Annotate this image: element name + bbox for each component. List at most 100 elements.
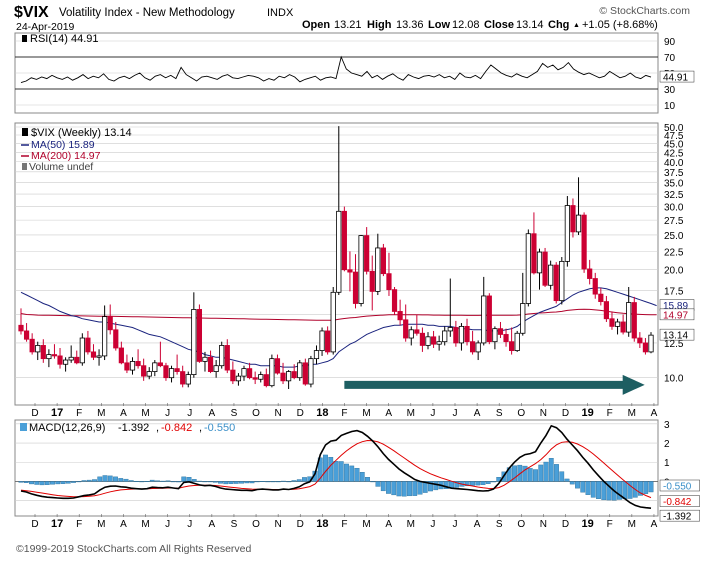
ma200-line xyxy=(20,308,657,321)
price-xtick-8: A xyxy=(209,408,216,419)
price-xtick-17: M xyxy=(407,408,415,419)
low-value: 12.08 xyxy=(452,19,480,31)
macd-hist-bar-13 xyxy=(86,479,92,482)
price-tick-4: 20.0 xyxy=(664,266,684,277)
close-label: Close xyxy=(484,19,514,31)
ma50-line xyxy=(20,287,657,368)
candle-body-73 xyxy=(425,336,431,346)
chg-value: +1.05 (+8.68%) xyxy=(582,19,658,31)
rsi-legend-swatch xyxy=(22,35,27,42)
macd-xtick-17: M xyxy=(407,519,415,530)
macd-hist-bar-116 xyxy=(627,481,633,499)
macd-hist-bar-88 xyxy=(480,481,486,485)
macd-hist-bar-18 xyxy=(113,476,118,482)
macd-hist-bar-5 xyxy=(44,481,50,485)
macd-hist-bar-12 xyxy=(81,480,87,482)
candle-body-97 xyxy=(559,260,565,302)
candle-body-46 xyxy=(274,358,281,374)
open-value: 13.21 xyxy=(334,19,362,31)
candle-body-107 xyxy=(614,321,621,327)
macd-xtick-4: A xyxy=(120,519,127,530)
macd-hist-bar-105 xyxy=(569,481,575,485)
macd-xtick-12: D xyxy=(297,519,304,530)
chg-label: Chg xyxy=(548,19,569,31)
macd-hist-bar-83 xyxy=(454,481,460,488)
candle-body-86 xyxy=(497,328,504,335)
copyright: ©1999-2019 StockCharts.com All Rights Re… xyxy=(16,543,252,555)
candle-body-57 xyxy=(336,210,342,293)
candle-body-68 xyxy=(397,311,403,321)
macd-xtick-28: A xyxy=(651,519,658,530)
volume-legend-swatch xyxy=(22,163,27,170)
macd-line xyxy=(20,424,652,509)
macd-xtick-23: N xyxy=(540,519,547,530)
candle-body-72 xyxy=(419,332,426,346)
macd-legend-signal: -0.842 xyxy=(161,422,192,434)
macd-xtick-6: J xyxy=(165,519,170,530)
macd-xtick-3: M xyxy=(97,519,105,530)
price-legend-symbol: $VIX (Weekly) 13.14 xyxy=(31,127,132,139)
candle-body-74 xyxy=(430,336,437,345)
rsi-last-label: 44.91 xyxy=(663,73,688,84)
candle-body-56 xyxy=(330,291,336,353)
macd-hist-bar-62 xyxy=(344,463,349,482)
macd-hist-bar-96 xyxy=(522,465,528,482)
close-value: 13.14 xyxy=(516,19,544,31)
macd-last-label-1: -0.842 xyxy=(663,497,692,508)
price-xtick-21: S xyxy=(496,408,503,419)
macd-hist-bar-102 xyxy=(554,464,559,482)
price-tick-1: 12.5 xyxy=(664,339,684,350)
macd-hist-bar-0 xyxy=(18,481,24,483)
macd-hist-bar-79 xyxy=(433,481,439,491)
macd-hist-bar-63 xyxy=(349,465,355,482)
candle-body-70 xyxy=(408,329,414,339)
macd-hist-bar-44 xyxy=(249,481,255,484)
macd-hist-bar-71 xyxy=(391,481,397,496)
candle-body-104 xyxy=(598,293,604,302)
candle-body-91 xyxy=(525,233,531,304)
trend-arrow-head xyxy=(622,374,645,395)
price-xtick-22: O xyxy=(517,408,525,419)
macd-hist-bar-25 xyxy=(149,479,155,482)
macd-hist-bar-77 xyxy=(422,481,428,493)
price-xtick-11: N xyxy=(275,408,282,419)
price-tag-2: 13.14 xyxy=(663,331,688,342)
price-tick-7: 27.5 xyxy=(664,216,684,227)
candle-body-32 xyxy=(196,309,203,362)
candle-body-4 xyxy=(40,345,46,360)
watermark: © StockCharts.com xyxy=(599,5,690,17)
macd-panel xyxy=(14,419,659,517)
macd-xtick-15: M xyxy=(362,519,370,530)
macd-hist-bar-66 xyxy=(365,477,370,482)
macd-legend: MACD(12,26,9) -1.392 , -0.842 , -0.550 xyxy=(20,422,235,434)
candle-body-98 xyxy=(564,205,570,262)
candle-body-83 xyxy=(481,295,487,344)
candle-body-19 xyxy=(124,362,130,371)
candle-body-85 xyxy=(492,328,498,343)
price-xtick-27: M xyxy=(628,408,636,419)
macd-hist-bar-14 xyxy=(92,479,97,482)
macd-hist-bar-28 xyxy=(165,480,171,482)
candle-body-0 xyxy=(18,324,24,332)
candle-body-65 xyxy=(380,247,386,275)
macd-xtick-20: A xyxy=(474,519,481,530)
macd-hist-bar-31 xyxy=(181,476,187,482)
macd-legend-macd: -1.392 xyxy=(118,422,149,434)
macd-hist-bar-70 xyxy=(386,481,391,494)
candle-body-45 xyxy=(269,358,275,387)
macd-layer xyxy=(18,424,654,509)
candle-body-22 xyxy=(141,365,147,377)
candle-body-39 xyxy=(235,375,242,382)
macd-xtick-8: A xyxy=(209,519,216,530)
low-label: Low xyxy=(428,19,450,31)
macd-hist-bar-89 xyxy=(485,481,491,484)
candle-body-50 xyxy=(297,362,303,379)
candle-body-101 xyxy=(581,214,587,270)
candle-body-38 xyxy=(230,369,236,382)
candle-body-93 xyxy=(536,251,543,274)
candle-body-8 xyxy=(63,359,69,365)
macd-last-label-2: -1.392 xyxy=(663,512,692,523)
macd-xtick-13: 18 xyxy=(316,518,328,530)
macd-hist-bar-110 xyxy=(596,481,601,499)
macd-hist-bar-61 xyxy=(338,461,344,482)
